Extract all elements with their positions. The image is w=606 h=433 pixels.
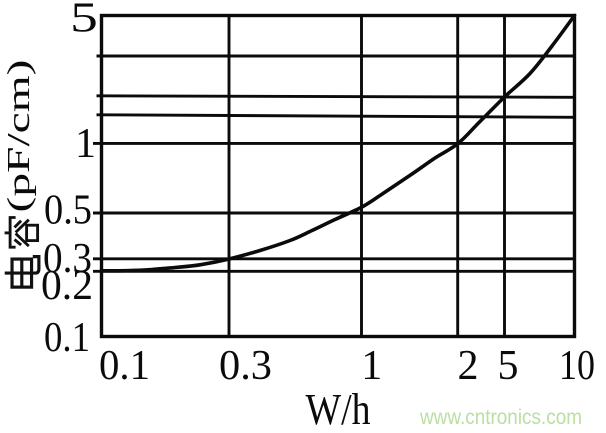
svg-text:5: 5	[70, 0, 98, 41]
svg-text:0.2: 0.2	[41, 263, 93, 309]
svg-text:1: 1	[361, 343, 382, 389]
svg-text:W/h: W/h	[306, 385, 371, 433]
svg-text:1: 1	[75, 121, 96, 167]
svg-text:2: 2	[458, 343, 479, 389]
svg-text:0.1: 0.1	[99, 343, 150, 389]
svg-text:10: 10	[559, 343, 595, 389]
svg-text:www.cntronics.com: www.cntronics.com	[419, 406, 582, 429]
svg-text:(pF/cm): (pF/cm)	[0, 60, 36, 213]
svg-text:0.1: 0.1	[44, 315, 90, 361]
svg-text:0.3: 0.3	[219, 343, 272, 389]
svg-text:0.5: 0.5	[44, 188, 92, 234]
svg-text:5: 5	[498, 343, 519, 389]
svg-text:0.3: 0.3	[43, 236, 92, 282]
